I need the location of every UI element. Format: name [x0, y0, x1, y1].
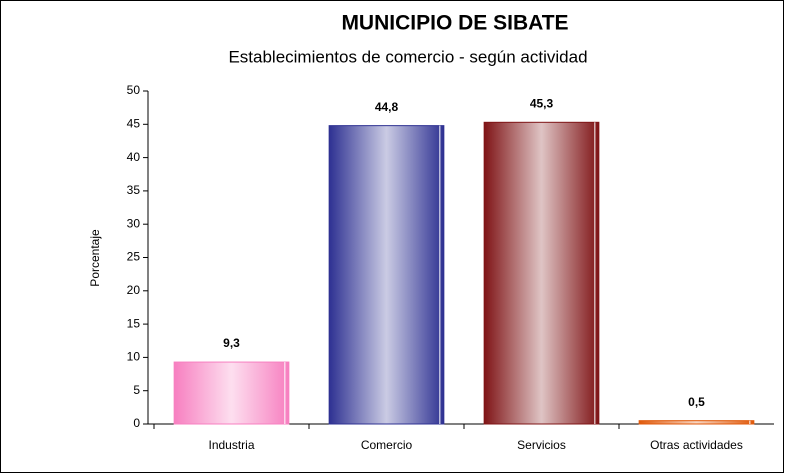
bar — [328, 125, 445, 425]
y-tick-label: 10 — [127, 350, 141, 364]
data-label: 9,3 — [223, 336, 240, 350]
x-tick-label: Industria — [208, 438, 254, 452]
data-label: 0,5 — [688, 395, 705, 409]
y-tick-label: 50 — [127, 83, 141, 97]
y-tick-label: 5 — [133, 383, 140, 397]
y-tick-label: 45 — [127, 116, 141, 130]
bar — [638, 420, 755, 425]
y-tick-label: 35 — [127, 183, 141, 197]
y-tick-label: 40 — [127, 150, 141, 164]
x-tick-label: Otras actividades — [650, 438, 743, 452]
chart-subtitle: Establecimientos de comercio - según act… — [228, 47, 587, 66]
bar — [483, 121, 600, 425]
data-label: 45,3 — [530, 96, 554, 110]
y-tick-label: 15 — [127, 316, 141, 330]
y-axis-label: Porcentaje — [88, 229, 102, 287]
y-tick-label: 25 — [127, 250, 141, 264]
data-label: 44,8 — [375, 100, 399, 114]
y-tick-label: 30 — [127, 216, 141, 230]
y-tick-label: 0 — [133, 416, 140, 430]
x-tick-label: Comercio — [361, 438, 413, 452]
chart-title: MUNICIPIO DE SIBATE — [341, 12, 568, 35]
bar — [173, 361, 290, 425]
y-tick-label: 20 — [127, 283, 141, 297]
x-tick-label: Servicios — [517, 438, 566, 452]
